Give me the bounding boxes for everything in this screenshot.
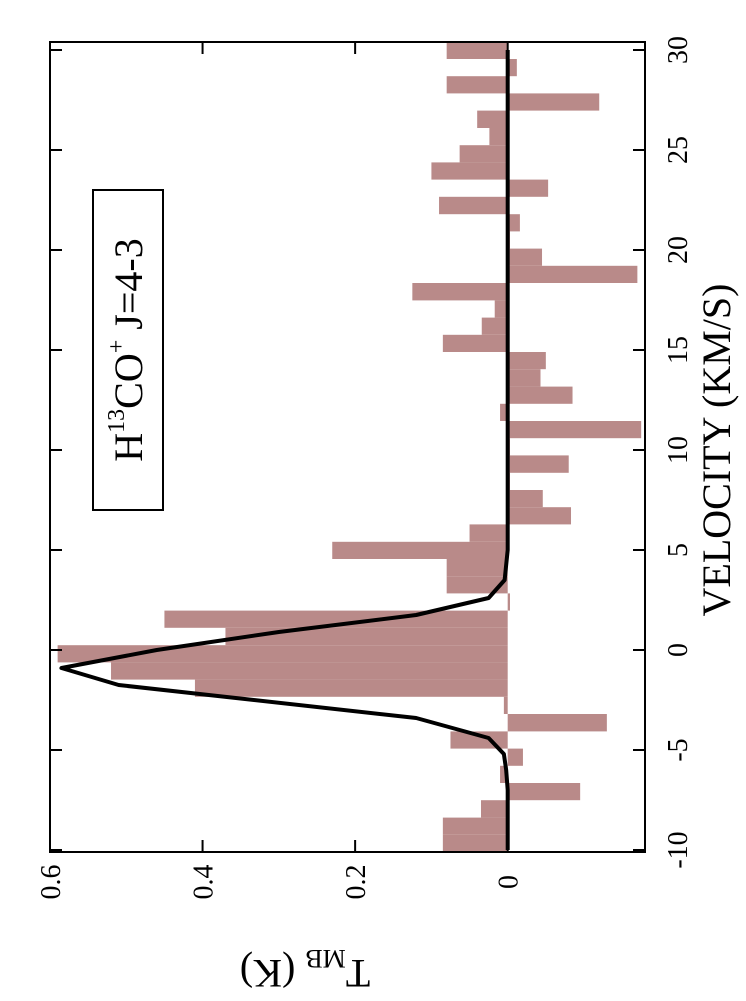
y-tick-label: 0.4 — [189, 865, 220, 900]
bar — [446, 559, 508, 577]
bar — [431, 162, 508, 180]
plot-frame — [49, 41, 646, 853]
bar — [459, 145, 508, 163]
y-tick-label: 0.6 — [36, 865, 67, 900]
bar — [507, 265, 638, 283]
bar — [507, 352, 546, 370]
bar — [194, 679, 508, 697]
x-tick-label: 15 — [663, 336, 694, 364]
bar — [446, 41, 508, 59]
bar — [442, 834, 508, 852]
bar — [477, 110, 508, 128]
bar — [507, 714, 607, 732]
bar — [442, 334, 508, 352]
bar — [507, 593, 510, 611]
bar — [469, 524, 508, 542]
bar — [507, 455, 569, 473]
bar — [507, 421, 642, 439]
x-tick-label: 10 — [663, 436, 694, 464]
bar — [111, 662, 508, 680]
plot-area — [57, 41, 642, 852]
x-tick-label: 25 — [663, 136, 694, 164]
annotation-part: CO — [106, 353, 151, 409]
x-axis-label: VELOCITY (KM/S) — [694, 284, 739, 617]
annotation-text: H13CO+ J=4-3 — [104, 238, 151, 461]
bar — [507, 59, 517, 77]
x-tick-label: 5 — [663, 543, 694, 557]
bar — [503, 696, 508, 714]
annotation-box — [92, 189, 164, 511]
bar — [507, 507, 572, 525]
bar — [489, 128, 508, 146]
y-axis-label: TMB (K) — [240, 944, 370, 996]
y-label-part: (K) — [240, 951, 306, 996]
bar — [446, 576, 508, 594]
bar — [500, 765, 508, 783]
x-tick-label: 0 — [663, 643, 694, 657]
bar — [507, 748, 523, 766]
fit-line — [59, 50, 510, 850]
bar — [494, 300, 508, 318]
annotation-part: J=4-3 — [106, 238, 151, 339]
y-tick-label: 0.2 — [341, 865, 372, 900]
x-tick-label: 20 — [663, 236, 694, 264]
x-tick-label: -10 — [663, 831, 694, 868]
bar — [412, 283, 508, 301]
y-label-part: MB — [305, 944, 345, 973]
bar — [480, 800, 508, 818]
bar — [507, 93, 600, 111]
bar — [442, 817, 508, 835]
bar — [57, 645, 508, 663]
annotation-part: 13 — [104, 409, 130, 433]
y-label-part: T — [346, 951, 370, 996]
bar — [507, 386, 573, 404]
bar — [507, 369, 541, 387]
bar — [500, 403, 508, 421]
bar — [439, 196, 508, 215]
bar — [225, 627, 508, 646]
x-tick-label: -5 — [663, 738, 694, 761]
y-tick-label: 0 — [494, 875, 525, 889]
bar — [507, 248, 543, 266]
annotation-part: + — [104, 340, 130, 354]
x-tick-label: 30 — [663, 36, 694, 64]
bar — [507, 783, 581, 801]
bar — [481, 317, 508, 335]
annotation-part: H — [106, 433, 151, 462]
annotation: H13CO+ J=4-3 — [92, 189, 164, 511]
bar — [507, 490, 543, 508]
bar — [507, 214, 520, 232]
bar — [507, 179, 549, 197]
bar — [332, 541, 508, 559]
bar — [446, 76, 508, 94]
